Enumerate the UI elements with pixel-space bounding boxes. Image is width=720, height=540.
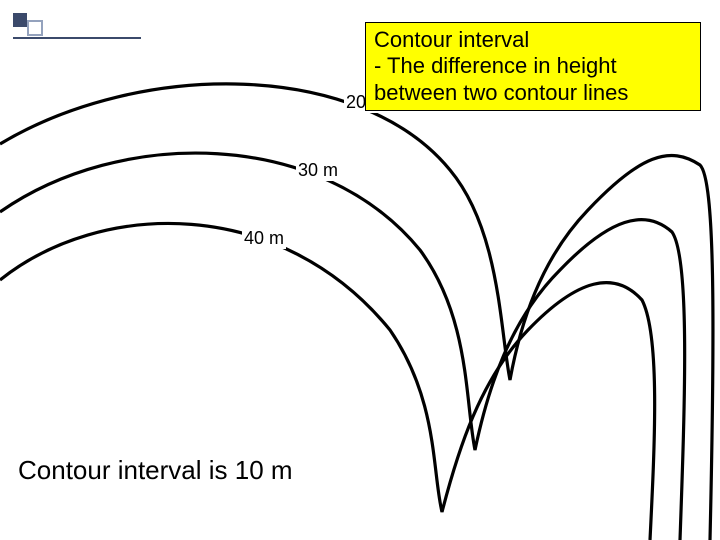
bottom-caption: Contour interval is 10 m	[18, 455, 293, 486]
callout-line1: - The difference in height	[374, 53, 692, 79]
callout-title: Contour interval	[374, 27, 692, 53]
callout-line2: between two contour lines	[374, 80, 692, 106]
label-30m: 30 m	[296, 160, 340, 181]
definition-callout: Contour interval - The difference in hei…	[365, 22, 701, 111]
contour-40m	[0, 223, 655, 540]
label-40m: 40 m	[242, 228, 286, 249]
